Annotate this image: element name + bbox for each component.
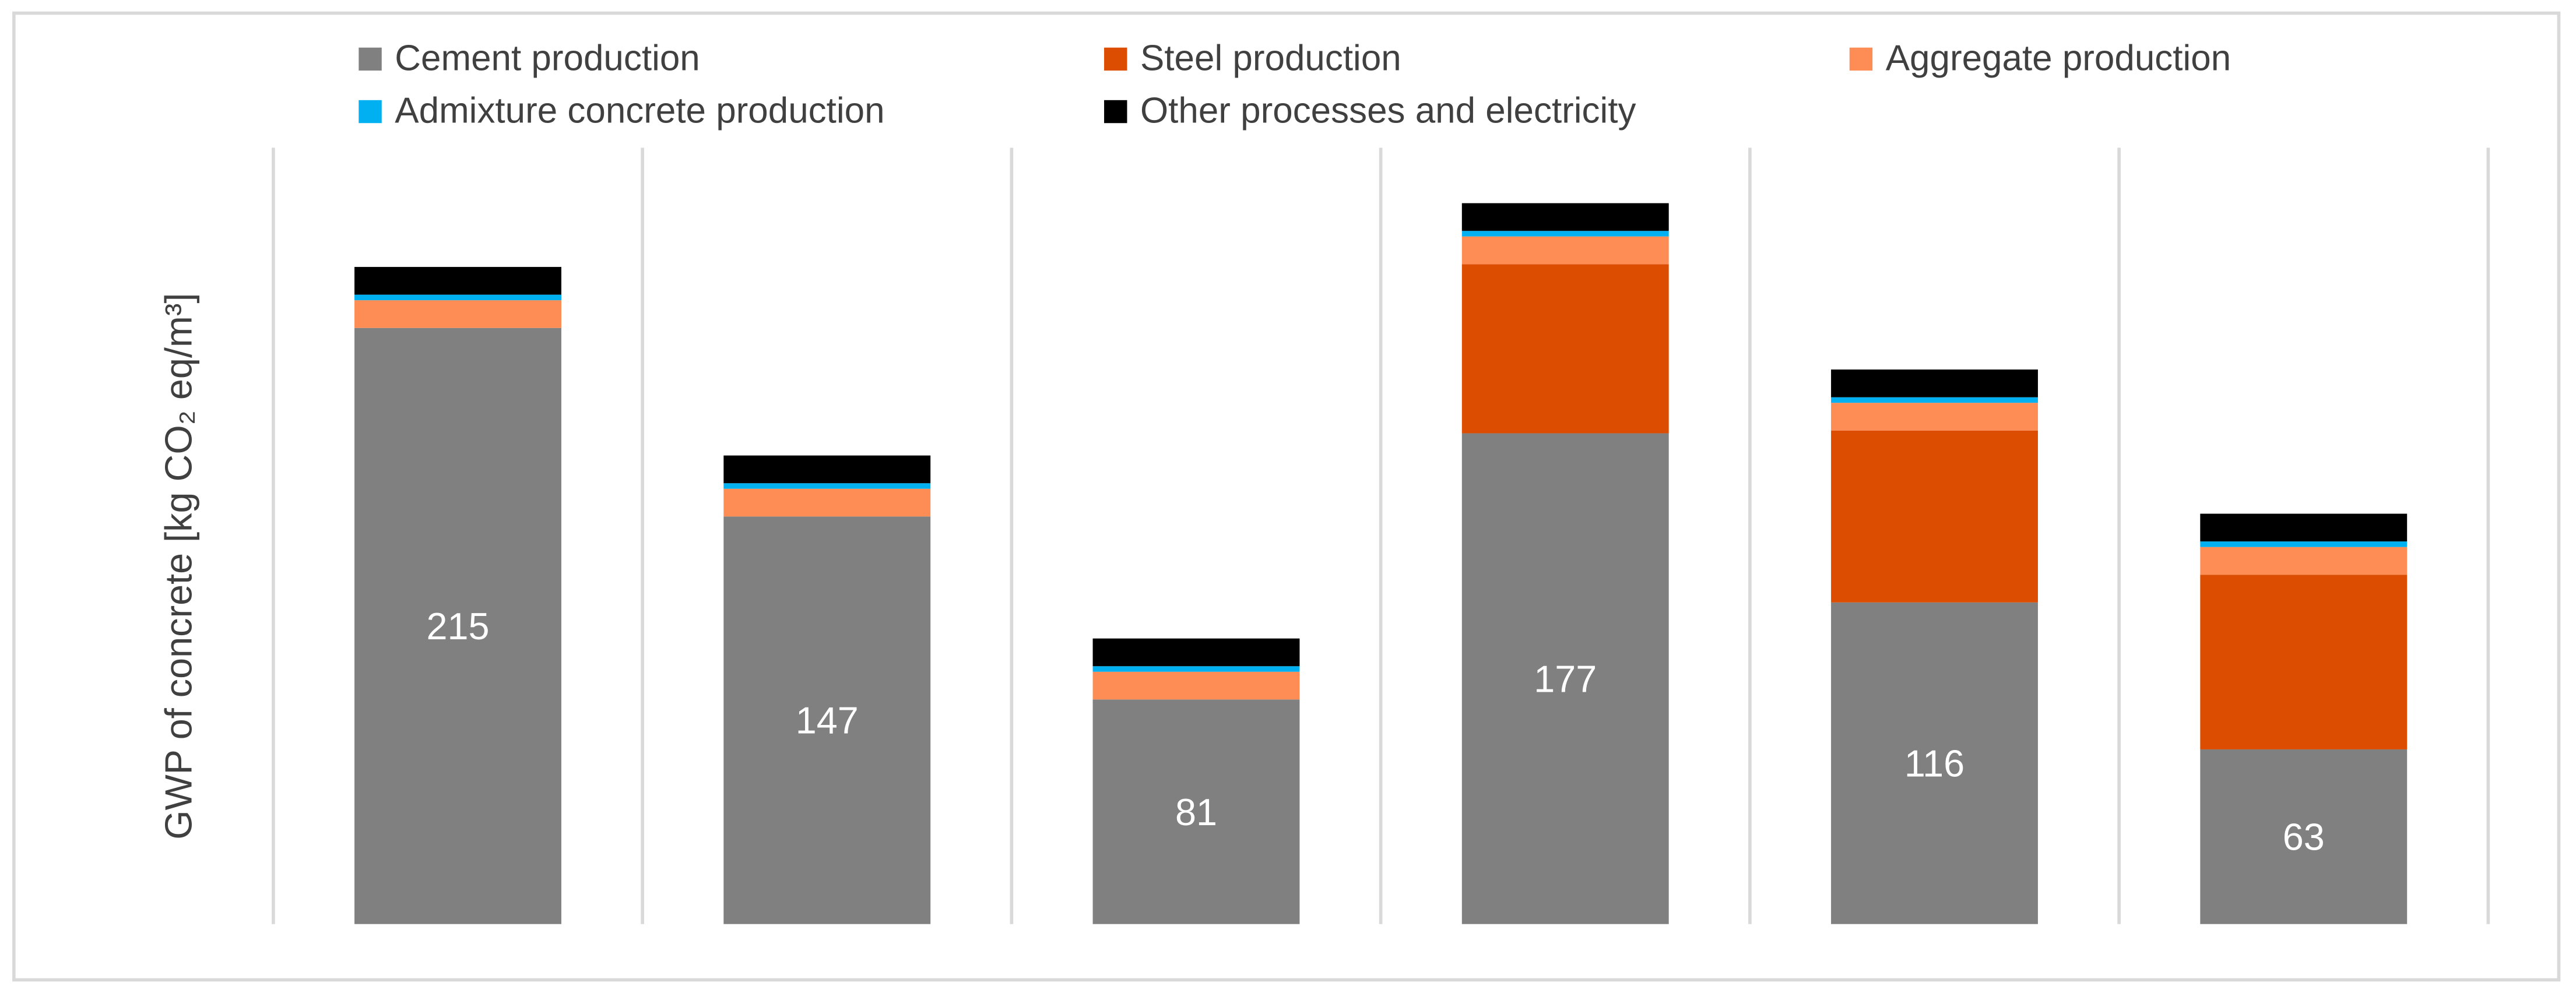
data-label: 147: [796, 699, 859, 742]
bar-segment: [354, 300, 561, 328]
bar-segment: [723, 516, 931, 924]
bar-segment: [2200, 749, 2408, 924]
bar-segment: [1461, 236, 1669, 265]
bar-segment: [1461, 203, 1669, 231]
bar-segment: [1461, 264, 1669, 434]
bar-segment: [1092, 638, 1300, 667]
legend-swatch: [359, 100, 382, 124]
bar-segment: [2200, 547, 2408, 575]
bar-segment: [1831, 403, 2038, 431]
bar-segment: [1461, 433, 1669, 924]
legend-label: Aggregate production: [1886, 38, 2231, 79]
legend-swatch: [1849, 47, 1873, 71]
bar-segment: [1831, 430, 2038, 603]
bar-segment: [1092, 671, 1300, 700]
legend-swatch: [1104, 47, 1127, 71]
bar-segment: [1831, 397, 2038, 403]
y-axis-label: GWP of concrete [kg CO₂ eq/m³]: [157, 293, 199, 840]
legend-label: Steel production: [1140, 38, 1401, 79]
data-label: 215: [426, 605, 489, 647]
bar-segment: [1831, 369, 2038, 397]
bar-segment: [723, 483, 931, 489]
data-label: 116: [1904, 742, 1964, 784]
data-label: 63: [2283, 816, 2325, 858]
bar-segment: [723, 488, 931, 517]
legend-swatch: [1104, 100, 1127, 124]
legend-label: Admixture concrete production: [395, 91, 884, 131]
bar-segment: [1831, 602, 2038, 924]
data-label: 81: [1175, 791, 1217, 833]
legend-swatch: [359, 47, 382, 71]
bar-segment: [354, 328, 561, 924]
legend-label: Other processes and electricity: [1140, 91, 1636, 131]
bar-segment: [1092, 699, 1300, 924]
bar-segment: [1092, 666, 1300, 672]
legend-label: Cement production: [395, 38, 700, 79]
bar-segment: [2200, 575, 2408, 749]
bar-segment: [354, 294, 561, 301]
bar-segment: [2200, 541, 2408, 547]
bar-segment: [1461, 231, 1669, 237]
data-label: 177: [1534, 657, 1597, 700]
bar-segment: [2200, 513, 2408, 542]
bar-segment: [723, 455, 931, 484]
bar-segment: [354, 267, 561, 295]
